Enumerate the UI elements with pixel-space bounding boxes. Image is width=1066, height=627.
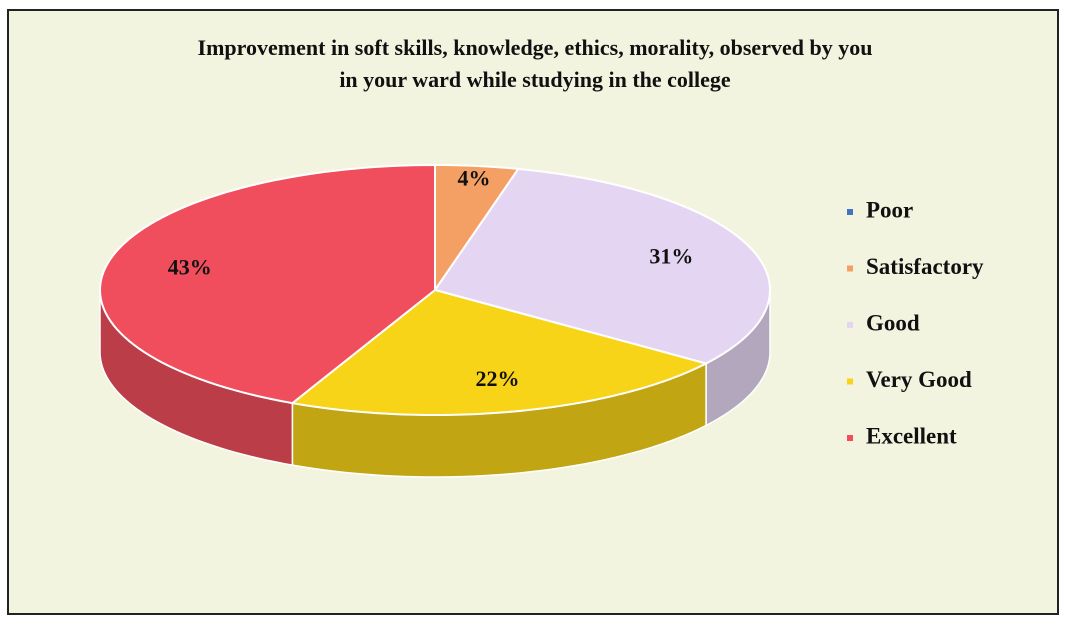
legend-label: Satisfactory xyxy=(866,254,984,279)
legend-swatch xyxy=(847,378,853,385)
title-line: in your ward while studying in the colle… xyxy=(339,67,731,92)
legend-label: Very Good xyxy=(866,367,972,392)
legend-swatch xyxy=(847,209,853,215)
slice xyxy=(433,167,771,365)
data-label: 22% xyxy=(475,366,519,391)
legend-swatch xyxy=(847,435,853,441)
legend-swatch xyxy=(847,265,853,272)
data-label: 4% xyxy=(458,166,491,191)
legend-label: Excellent xyxy=(866,423,957,448)
legend-swatch xyxy=(847,322,853,328)
data-label: 31% xyxy=(649,243,693,268)
chart-title: Improvement in soft skills, knowledge, e… xyxy=(198,35,873,92)
legend-label: Good xyxy=(866,310,920,335)
slice xyxy=(99,163,436,405)
legend-label: Poor xyxy=(866,197,913,222)
title-line: Improvement in soft skills, knowledge, e… xyxy=(198,35,873,60)
data-label: 43% xyxy=(168,255,212,280)
